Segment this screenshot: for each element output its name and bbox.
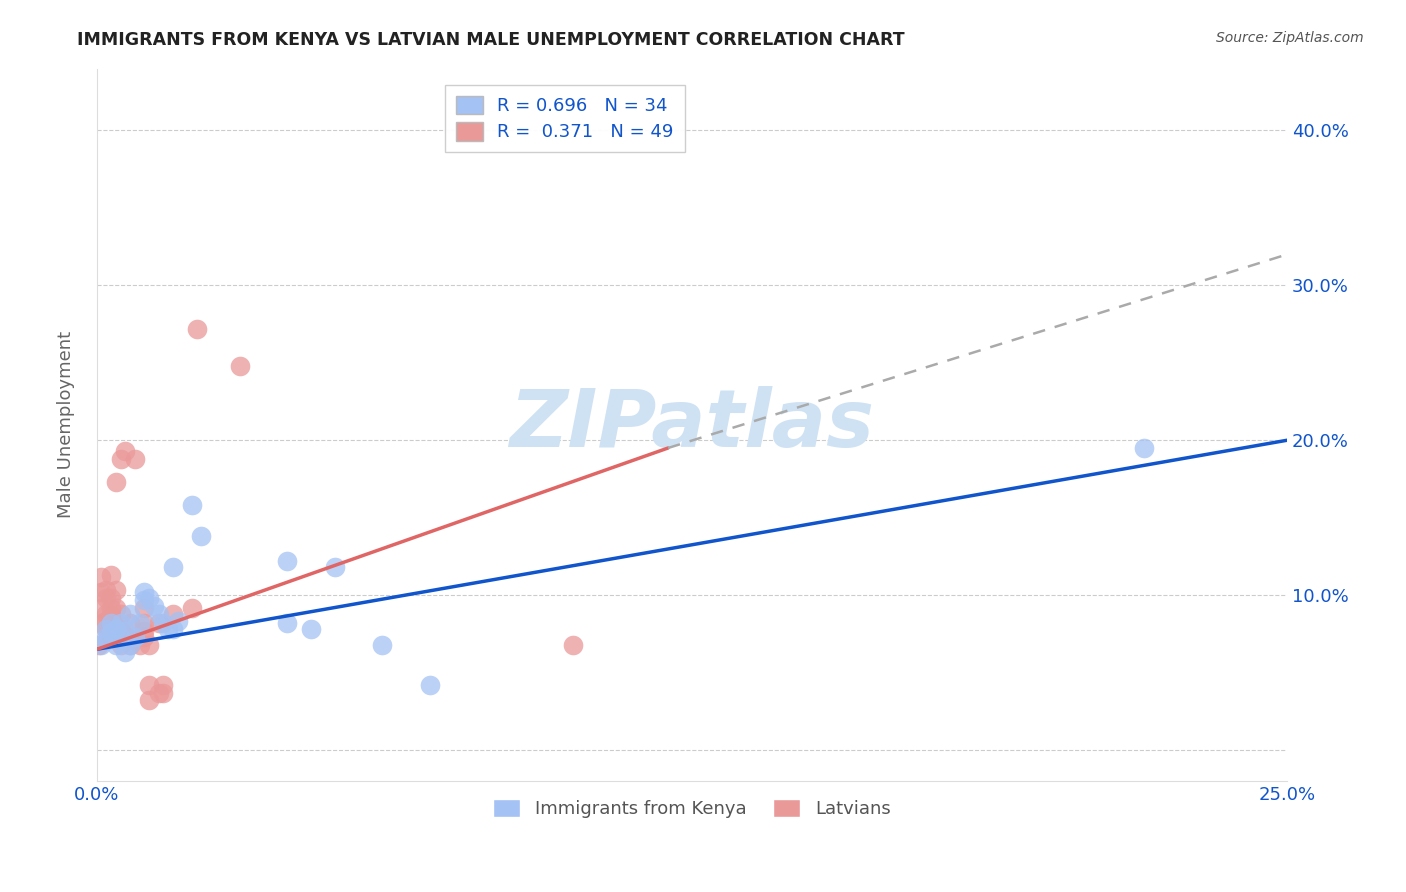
- Point: [90, 615, 112, 630]
- Text: IMMIGRANTS FROM KENYA VS LATVIAN MALE UNEMPLOYMENT CORRELATION CHART: IMMIGRANTS FROM KENYA VS LATVIAN MALE UN…: [77, 31, 905, 49]
- Point: [114, 645, 136, 659]
- Point: [162, 560, 184, 574]
- Point: [96, 622, 118, 636]
- Point: [110, 451, 132, 466]
- Point: [138, 638, 160, 652]
- Point: [104, 638, 127, 652]
- Point: [299, 622, 322, 636]
- Point: [148, 607, 170, 621]
- Point: [100, 632, 122, 646]
- Point: [157, 622, 180, 636]
- Point: [124, 630, 146, 644]
- Point: [100, 615, 122, 630]
- Point: [561, 638, 583, 652]
- Point: [148, 686, 170, 700]
- Point: [124, 451, 146, 466]
- Point: [100, 624, 122, 638]
- Point: [90, 638, 112, 652]
- Point: [162, 622, 184, 636]
- Point: [96, 622, 118, 636]
- Point: [110, 615, 132, 630]
- Point: [118, 607, 141, 621]
- Point: [104, 630, 127, 644]
- Point: [166, 615, 188, 629]
- Point: [128, 638, 150, 652]
- Point: [104, 622, 127, 636]
- Point: [110, 607, 132, 621]
- Point: [100, 568, 122, 582]
- Point: [128, 615, 150, 630]
- Point: [90, 585, 112, 599]
- Point: [419, 678, 441, 692]
- Point: [96, 583, 118, 598]
- Point: [186, 322, 208, 336]
- Point: [152, 615, 174, 630]
- Point: [104, 583, 127, 598]
- Point: [138, 678, 160, 692]
- Point: [100, 615, 122, 630]
- Point: [96, 607, 118, 621]
- Point: [110, 624, 132, 638]
- Point: [114, 444, 136, 458]
- Point: [96, 632, 118, 646]
- Point: [134, 592, 156, 607]
- Point: [90, 569, 112, 583]
- Point: [134, 615, 156, 630]
- Point: [100, 591, 122, 606]
- Point: [1133, 441, 1156, 455]
- Text: ZIPatlas: ZIPatlas: [509, 385, 875, 464]
- Point: [87, 638, 110, 652]
- Point: [134, 624, 156, 638]
- Point: [104, 600, 127, 615]
- Point: [190, 529, 212, 543]
- Point: [118, 615, 141, 630]
- Point: [323, 560, 346, 574]
- Point: [96, 591, 118, 606]
- Point: [138, 591, 160, 606]
- Point: [114, 624, 136, 638]
- Point: [134, 585, 156, 599]
- Point: [118, 638, 141, 652]
- Point: [110, 638, 132, 652]
- Point: [118, 638, 141, 652]
- Point: [96, 615, 118, 629]
- Point: [90, 600, 112, 615]
- Y-axis label: Male Unemployment: Male Unemployment: [58, 331, 75, 518]
- Point: [148, 615, 170, 630]
- Point: [152, 686, 174, 700]
- Point: [152, 678, 174, 692]
- Legend: Immigrants from Kenya, Latvians: Immigrants from Kenya, Latvians: [486, 791, 898, 825]
- Point: [134, 600, 156, 615]
- Text: Source: ZipAtlas.com: Source: ZipAtlas.com: [1216, 31, 1364, 45]
- Point: [371, 638, 394, 652]
- Point: [104, 615, 127, 630]
- Point: [162, 607, 184, 621]
- Point: [100, 625, 122, 640]
- Point: [276, 554, 298, 568]
- Point: [228, 359, 250, 373]
- Point: [142, 599, 165, 613]
- Point: [100, 600, 122, 615]
- Point: [110, 632, 132, 646]
- Point: [104, 475, 127, 489]
- Point: [181, 600, 204, 615]
- Point: [100, 608, 122, 623]
- Point: [124, 630, 146, 644]
- Point: [181, 498, 204, 512]
- Point: [134, 630, 156, 644]
- Point: [276, 615, 298, 630]
- Point: [138, 693, 160, 707]
- Point: [114, 632, 136, 646]
